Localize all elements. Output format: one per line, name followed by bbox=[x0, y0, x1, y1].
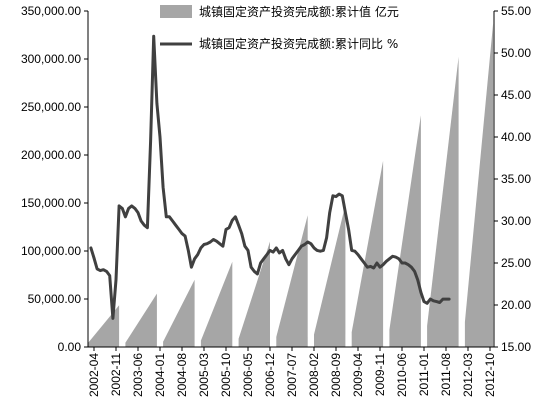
legend-area-label: 城镇固定资产投资完成额:累计值 亿元 bbox=[199, 4, 399, 19]
x-tick-label: 2004-01 bbox=[153, 353, 167, 397]
yoy-growth-line bbox=[89, 34, 451, 320]
area-segment-2007 bbox=[276, 215, 308, 347]
right-tick-label: 40.00 bbox=[501, 130, 531, 144]
x-tick-label: 2005-10 bbox=[219, 353, 233, 397]
area-segment-2012 bbox=[464, 23, 494, 347]
left-tick-label: 350,000.00 bbox=[21, 4, 81, 18]
x-tick-label: 2009-04 bbox=[351, 353, 365, 397]
legend-area-swatch bbox=[160, 5, 192, 18]
right-tick-label: 25.00 bbox=[501, 256, 531, 270]
left-tick-label: 200,000.00 bbox=[21, 148, 81, 162]
x-tick-label: 2011-01 bbox=[417, 353, 431, 396]
x-tick-label: 2002-11 bbox=[109, 353, 123, 396]
x-tick-label: 2006-12 bbox=[263, 353, 277, 397]
right-tick-label: 30.00 bbox=[501, 214, 531, 228]
area-segment-2006 bbox=[238, 241, 270, 347]
right-tick-label: 35.00 bbox=[501, 172, 531, 186]
x-tick-label: 2004-08 bbox=[175, 353, 189, 397]
x-tick-label: 2009-11 bbox=[373, 353, 387, 396]
x-tick-label: 2008-09 bbox=[329, 353, 343, 397]
x-tick-label: 2010-06 bbox=[395, 353, 409, 397]
area-segment-2005 bbox=[200, 261, 233, 347]
x-tick-label: 2011-08 bbox=[439, 353, 453, 396]
area-segment-2010 bbox=[389, 115, 421, 347]
left-tick-label: 100,000.00 bbox=[21, 244, 81, 258]
x-tick-label: 2012-10 bbox=[483, 353, 497, 397]
x-tick-label: 2012-03 bbox=[461, 353, 475, 397]
right-tick-label: 50.00 bbox=[501, 46, 531, 60]
left-tick-label: 50,000.00 bbox=[28, 292, 82, 306]
area-segment-2004 bbox=[163, 279, 195, 347]
x-tick-label: 2008-02 bbox=[307, 353, 321, 397]
left-tick-label: 150,000.00 bbox=[21, 196, 81, 210]
right-tick-label: 45.00 bbox=[501, 88, 531, 102]
left-tick-label: 0.00 bbox=[58, 340, 82, 354]
right-tick-label: 20.00 bbox=[501, 298, 531, 312]
right-tick-label: 55.00 bbox=[501, 4, 531, 18]
x-tick-label: 2006-05 bbox=[241, 353, 255, 397]
left-tick-label: 300,000.00 bbox=[21, 52, 81, 66]
area-segment-2011 bbox=[427, 56, 459, 347]
area-segment-2009 bbox=[351, 160, 384, 347]
area-segment-2008 bbox=[314, 204, 346, 347]
area-segment-2003 bbox=[125, 293, 157, 347]
x-tick-label: 2003-06 bbox=[131, 353, 145, 397]
x-tick-label: 2002-04 bbox=[87, 353, 101, 397]
x-tick-label: 2007-07 bbox=[285, 353, 299, 397]
x-tick-label: 2005-03 bbox=[197, 353, 211, 397]
left-tick-label: 250,000.00 bbox=[21, 100, 81, 114]
right-tick-label: 15.00 bbox=[501, 340, 531, 354]
legend-line-label: 城镇固定资产投资完成额:累计同比 % bbox=[199, 36, 398, 51]
